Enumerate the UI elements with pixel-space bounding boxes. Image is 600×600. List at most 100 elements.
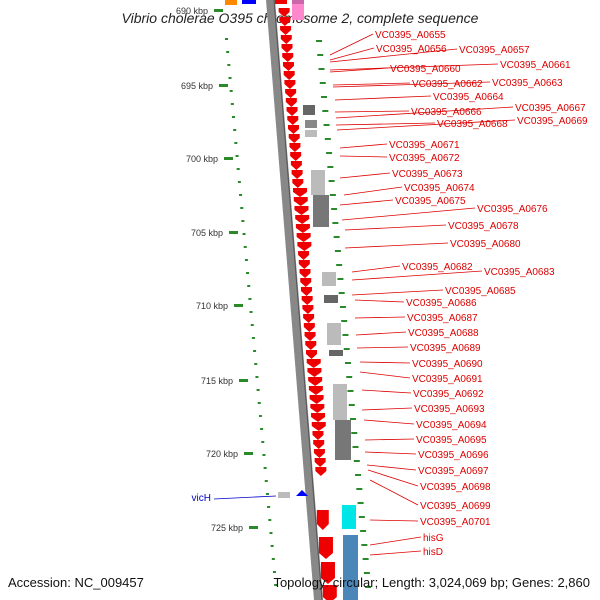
gene-arrow[interactable] xyxy=(289,143,301,152)
feature-top-red[interactable] xyxy=(275,0,287,4)
gene-arrow[interactable] xyxy=(311,413,326,422)
gene-arrow[interactable] xyxy=(279,17,291,26)
gene-label[interactable]: VC0395_A0668 xyxy=(437,119,508,130)
gene-arrow[interactable] xyxy=(293,197,308,206)
gene-arrow[interactable] xyxy=(298,260,310,269)
gene-label[interactable]: VC0395_A0676 xyxy=(477,204,548,215)
gene-arrow[interactable] xyxy=(285,89,297,98)
gene-arrow[interactable] xyxy=(313,440,325,449)
gene-arrow[interactable] xyxy=(286,107,298,116)
gene-arrow[interactable] xyxy=(282,62,294,71)
gene-label[interactable]: VC0395_A0663 xyxy=(492,78,563,89)
gene-arrow[interactable] xyxy=(305,341,317,350)
gene-label[interactable]: hisD xyxy=(423,547,443,558)
gene-arrow[interactable] xyxy=(278,8,290,17)
gray-feature[interactable] xyxy=(327,323,341,345)
gene-arrow[interactable] xyxy=(285,98,297,107)
gene-arrow[interactable] xyxy=(314,458,326,467)
gray-feature[interactable] xyxy=(329,350,343,356)
gene-label[interactable]: VC0395_A0657 xyxy=(459,45,530,56)
gene-label[interactable]: VC0395_A0680 xyxy=(450,239,521,250)
gene-label[interactable]: VC0395_A0701 xyxy=(420,517,491,528)
gene-arrow[interactable] xyxy=(312,431,324,440)
gray-feature[interactable] xyxy=(311,170,325,195)
gene-arrow[interactable] xyxy=(295,215,310,224)
gene-arrow[interactable] xyxy=(295,224,310,233)
gray-feature[interactable] xyxy=(324,295,338,303)
gene-label[interactable]: hisG xyxy=(423,533,444,544)
gene-label[interactable]: VC0395_A0673 xyxy=(392,169,463,180)
gene-label[interactable]: VC0395_A0678 xyxy=(448,221,519,232)
gray-feature[interactable] xyxy=(305,130,317,137)
gene-arrow[interactable] xyxy=(303,323,315,332)
gene-arrow[interactable] xyxy=(283,71,295,80)
gene-label[interactable]: VC0395_A0690 xyxy=(412,359,483,370)
gene-arrow[interactable] xyxy=(303,314,315,323)
feature-cyan[interactable] xyxy=(342,505,356,529)
gene-arrow[interactable] xyxy=(307,368,322,377)
gene-arrow[interactable] xyxy=(306,359,321,368)
feature-steel-blue[interactable] xyxy=(343,535,358,600)
gene-arrow[interactable] xyxy=(302,305,314,314)
gene-label[interactable]: VC0395_A0682 xyxy=(402,262,473,273)
feature-top-orange[interactable] xyxy=(225,0,237,5)
gray-feature[interactable] xyxy=(305,120,317,128)
gene-arrow[interactable] xyxy=(296,233,311,242)
gene-arrow[interactable] xyxy=(290,152,302,161)
gene-label[interactable]: VC0395_A0694 xyxy=(416,420,487,431)
gray-feature[interactable] xyxy=(322,272,336,286)
gene-arrow[interactable] xyxy=(308,377,323,386)
gene-arrow[interactable] xyxy=(301,296,313,305)
gene-arrow[interactable] xyxy=(310,404,325,413)
gene-label[interactable]: VC0395_A0697 xyxy=(418,466,489,477)
gene-label[interactable]: VC0395_A0675 xyxy=(395,196,466,207)
gene-arrow[interactable] xyxy=(309,395,324,404)
feature-blue-triangle[interactable] xyxy=(296,490,308,496)
gene-label[interactable]: VC0395_A0669 xyxy=(517,116,588,127)
gene-label[interactable]: VC0395_A0691 xyxy=(412,374,483,385)
gene-arrow[interactable] xyxy=(290,161,302,170)
gene-arrow-large[interactable] xyxy=(316,510,329,530)
gene-arrow[interactable] xyxy=(300,287,312,296)
gene-label[interactable]: VC0395_A0662 xyxy=(412,79,483,90)
gene-label[interactable]: VC0395_A0699 xyxy=(420,501,491,512)
gene-label[interactable]: VC0395_A0693 xyxy=(414,404,485,415)
gene-arrow[interactable] xyxy=(284,80,296,89)
gene-label[interactable]: VC0395_A0685 xyxy=(445,286,516,297)
gene-label[interactable]: VC0395_A0666 xyxy=(411,107,482,118)
gene-label[interactable]: VC0395_A0671 xyxy=(389,140,460,151)
gene-label[interactable]: VC0395_A0692 xyxy=(413,389,484,400)
gene-label[interactable]: VC0395_A0661 xyxy=(500,60,571,71)
gene-label[interactable]: VC0395_A0698 xyxy=(420,482,491,493)
gene-arrow[interactable] xyxy=(294,206,309,215)
gray-feature[interactable] xyxy=(278,492,290,498)
gene-label[interactable]: VC0395_A0672 xyxy=(389,153,460,164)
gene-arrow[interactable] xyxy=(298,251,310,260)
gene-arrow[interactable] xyxy=(288,134,300,143)
gene-arrow[interactable] xyxy=(311,422,326,431)
gene-label[interactable]: VC0395_A0687 xyxy=(407,313,478,324)
gene-arrow[interactable] xyxy=(282,53,294,62)
gene-arrow-large[interactable] xyxy=(322,585,337,600)
gene-arrow[interactable] xyxy=(292,179,304,188)
gene-arrow[interactable] xyxy=(315,467,327,476)
gene-arrow[interactable] xyxy=(280,26,292,35)
gene-label[interactable]: VC0395_A0695 xyxy=(416,435,487,446)
gene-arrow[interactable] xyxy=(297,242,312,251)
gene-arrow[interactable] xyxy=(287,116,299,125)
gene-arrow[interactable] xyxy=(281,44,293,53)
gray-feature[interactable] xyxy=(335,420,351,460)
gray-feature[interactable] xyxy=(333,384,347,420)
gene-arrow[interactable] xyxy=(299,269,311,278)
gene-label[interactable]: VC0395_A0667 xyxy=(515,103,586,114)
gene-arrow[interactable] xyxy=(313,449,325,458)
gene-label[interactable]: VC0395_A0674 xyxy=(404,183,475,194)
gene-arrow[interactable] xyxy=(293,188,308,197)
gene-label[interactable]: VC0395_A0655 xyxy=(375,30,446,41)
gray-feature[interactable] xyxy=(303,105,315,115)
gene-arrow[interactable] xyxy=(306,350,317,359)
gene-arrow-large[interactable] xyxy=(318,537,333,559)
gene-label[interactable]: VC0395_A0656 xyxy=(376,44,447,55)
gene-arrow[interactable] xyxy=(300,278,312,287)
